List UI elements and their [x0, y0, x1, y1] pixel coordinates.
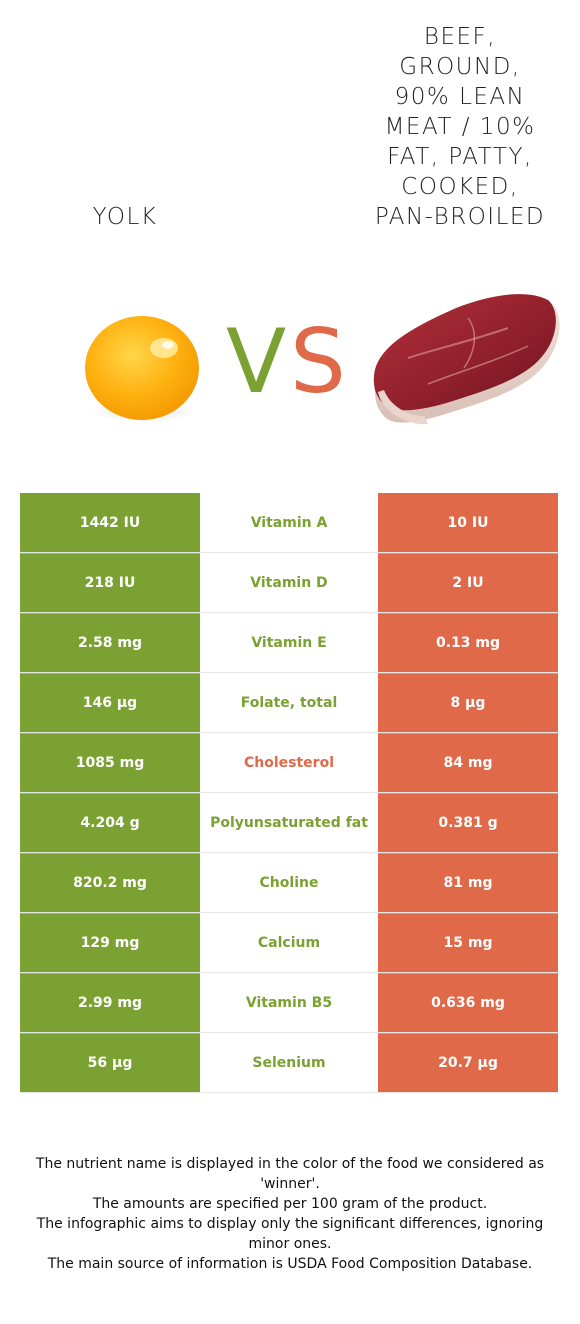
- left-value: 2.58 mg: [20, 613, 200, 672]
- food-title-right-line: MEAT / 10%: [384, 114, 536, 140]
- food-title-left: YOLK: [92, 204, 158, 230]
- vs-label: V S: [226, 312, 356, 412]
- table-row: 218 IU Vitamin D 2 IU: [20, 553, 558, 613]
- nutrient-name: Vitamin A: [200, 493, 378, 552]
- right-value: 15 mg: [378, 913, 558, 972]
- yolk-image: [85, 316, 199, 422]
- nutrient-name: Vitamin B5: [200, 973, 378, 1032]
- right-value: 84 mg: [378, 733, 558, 792]
- right-value: 10 IU: [378, 493, 558, 552]
- table-row: 129 mg Calcium 15 mg: [20, 913, 558, 973]
- nutrient-name: Selenium: [200, 1033, 378, 1092]
- nutrient-name: Polyunsaturated fat: [200, 793, 378, 852]
- food-title-right-line: GROUND,: [399, 54, 521, 80]
- nutrient-name: Calcium: [200, 913, 378, 972]
- right-value: 8 µg: [378, 673, 558, 732]
- vs-v-letter: V: [226, 310, 287, 413]
- left-value: 1085 mg: [20, 733, 200, 792]
- table-row: 56 µg Selenium 20.7 µg: [20, 1033, 558, 1093]
- table-row: 2.99 mg Vitamin B5 0.636 mg: [20, 973, 558, 1033]
- right-value: 2 IU: [378, 553, 558, 612]
- right-value: 0.13 mg: [378, 613, 558, 672]
- left-value: 820.2 mg: [20, 853, 200, 912]
- footnote: The nutrient name is displayed in the co…: [35, 1156, 545, 1192]
- footnotes: The nutrient name is displayed in the co…: [20, 1154, 560, 1274]
- beef-image: [373, 294, 560, 425]
- left-value: 2.99 mg: [20, 973, 200, 1032]
- food-title-right-line: BEEF,: [423, 24, 497, 50]
- nutrient-name: Choline: [200, 853, 378, 912]
- footnote: The amounts are specified per 100 gram o…: [92, 1196, 488, 1212]
- left-value: 4.204 g: [20, 793, 200, 852]
- nutrient-name: Cholesterol: [200, 733, 378, 792]
- left-value: 146 µg: [20, 673, 200, 732]
- right-value: 0.381 g: [378, 793, 558, 852]
- table-row: 4.204 g Polyunsaturated fat 0.381 g: [20, 793, 558, 853]
- right-value: 20.7 µg: [378, 1033, 558, 1092]
- food-title-right: BEEF, GROUND, 90% LEAN MEAT / 10% FAT, P…: [360, 22, 560, 232]
- nutrient-name: Folate, total: [200, 673, 378, 732]
- nutrient-name: Vitamin E: [200, 613, 378, 672]
- food-title-right-line: FAT, PATTY,: [387, 144, 533, 170]
- comparison-table: 1442 IU Vitamin A 10 IU 218 IU Vitamin D…: [20, 493, 558, 1093]
- table-row: 820.2 mg Choline 81 mg: [20, 853, 558, 913]
- left-value: 129 mg: [20, 913, 200, 972]
- table-row: 2.58 mg Vitamin E 0.13 mg: [20, 613, 558, 673]
- table-row: 1442 IU Vitamin A 10 IU: [20, 493, 558, 553]
- right-value: 81 mg: [378, 853, 558, 912]
- vs-s-letter: S: [290, 310, 346, 413]
- footnote: The infographic aims to display only the…: [36, 1216, 544, 1252]
- left-value: 1442 IU: [20, 493, 200, 552]
- food-title-right-line: COOKED,: [401, 174, 519, 200]
- food-title-right-line: PAN-BROILED: [374, 204, 546, 230]
- left-value: 218 IU: [20, 553, 200, 612]
- nutrient-name: Vitamin D: [200, 553, 378, 612]
- food-title-right-line: 90% LEAN: [394, 84, 526, 110]
- table-row: 1085 mg Cholesterol 84 mg: [20, 733, 558, 793]
- footnote: The main source of information is USDA F…: [47, 1256, 533, 1272]
- right-value: 0.636 mg: [378, 973, 558, 1032]
- left-value: 56 µg: [20, 1033, 200, 1092]
- table-row: 146 µg Folate, total 8 µg: [20, 673, 558, 733]
